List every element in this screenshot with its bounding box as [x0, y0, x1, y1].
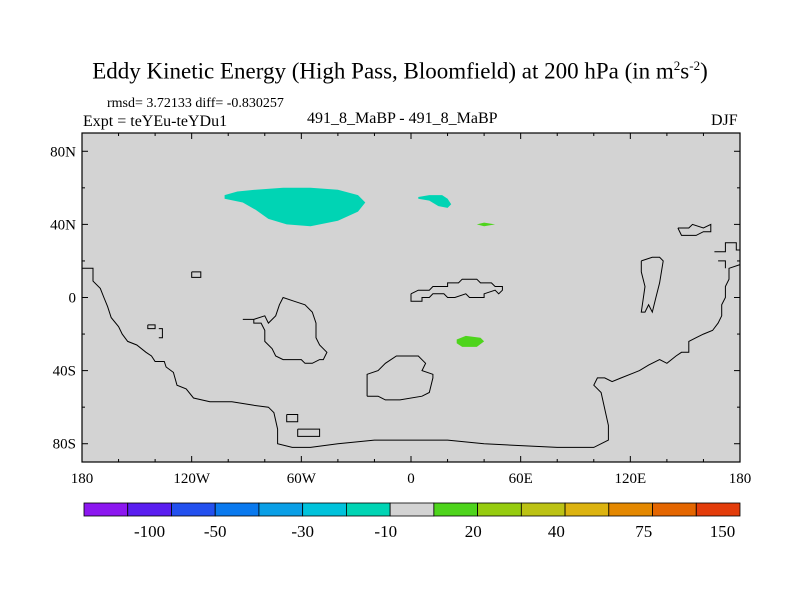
season-label: DJF	[711, 112, 738, 129]
colorbar-label: -100	[134, 522, 165, 541]
coastline-segment	[158, 328, 163, 339]
colorbar-swatch	[433, 502, 479, 517]
y-axis-labels: 80N 40N 0 40S 80S	[50, 144, 76, 452]
coastline-segment	[714, 242, 740, 253]
x-tick-label: 180	[71, 471, 94, 487]
x-tick-label: 120W	[173, 471, 211, 487]
colorbar-swatch	[608, 502, 653, 517]
coastlines	[82, 223, 741, 448]
coastline-segment	[410, 278, 503, 302]
colorbar-swatch	[83, 502, 129, 517]
colorbar-swatch	[258, 502, 304, 517]
y-tick-label: 40N	[50, 217, 76, 233]
x-tick-label: 180	[729, 471, 752, 487]
colorbar-swatch	[564, 502, 610, 517]
y-tick-label: 80S	[53, 437, 76, 453]
coastline-segment	[297, 428, 321, 437]
colorbar-swatch	[695, 502, 741, 517]
coastline-segment	[191, 271, 202, 278]
colorbar-swatch	[302, 502, 347, 517]
colorbar-label: 40	[548, 522, 565, 541]
coastline-segment	[640, 256, 664, 314]
region-north-atlantic-negative	[224, 187, 366, 227]
anomaly-regions	[224, 187, 496, 347]
colorbar-label: 20	[465, 522, 482, 541]
coastline-segment	[147, 324, 156, 330]
colorbar-labels: -100 -50 -30 -10 20 40 75 150	[134, 522, 735, 541]
x-tick-label: 60W	[287, 471, 317, 487]
coastline-segment	[718, 260, 726, 269]
colorbar-label: -50	[204, 522, 227, 541]
region-south-indian-ocean-positive	[456, 335, 485, 347]
y-tick-label: 40S	[53, 364, 76, 380]
colorbar-swatch	[520, 502, 566, 517]
colorbar-swatch	[652, 502, 697, 517]
coastline-segment	[242, 296, 328, 364]
colorbar-label: 150	[710, 522, 736, 541]
region-europe-negative	[418, 195, 452, 208]
colorbar-swatch	[345, 502, 391, 517]
colorbar-swatch	[389, 502, 435, 517]
colorbar-swatch	[127, 502, 172, 517]
coastline-segment	[366, 355, 434, 401]
x-tick-label: 0	[407, 471, 415, 487]
experiment-center-label: 491_8_MaBP - 491_8_MaBP	[307, 110, 498, 127]
chart-title: Eddy Kinetic Energy (High Pass, Bloomfie…	[92, 58, 708, 84]
colorbar-label: 75	[635, 522, 652, 541]
stats-text: rmsd= 3.72133 diff= -0.830257	[107, 96, 284, 111]
colorbar-swatch	[477, 502, 522, 517]
x-axis-labels: 180 120W 60W 0 60E 120E 180	[71, 471, 752, 487]
region-central-asia-positive	[476, 222, 496, 227]
y-tick-label: 80N	[50, 144, 76, 160]
coastline-segment	[286, 414, 299, 423]
colorbar-swatch	[171, 502, 216, 517]
coastline-segment	[82, 264, 741, 448]
x-tick-label: 120E	[614, 471, 646, 487]
colorbar-label: -10	[374, 522, 397, 541]
axis-ticks	[81, 133, 741, 462]
colorbar-swatch	[214, 502, 260, 517]
y-tick-label: 0	[69, 291, 77, 307]
colorbar-label: -30	[291, 522, 314, 541]
x-tick-label: 60E	[509, 471, 533, 487]
experiment-label: Expt = teYEu-teYDu1	[83, 113, 228, 130]
colorbar	[83, 502, 741, 517]
coastline-segment	[677, 223, 712, 236]
